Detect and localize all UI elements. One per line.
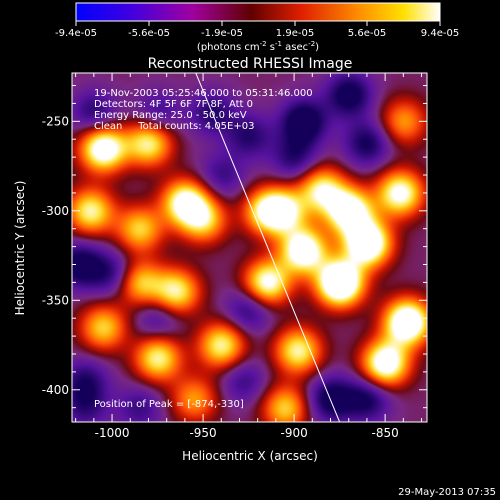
info-time-range: 19-Nov-2003 05:25:46.000 to 05:31:46.000 <box>94 88 313 99</box>
colorbar-tick-label: 1.9e-05 <box>276 28 314 39</box>
y-axis-label: Heliocentric Y (arcsec) <box>13 181 27 316</box>
colorbar-unit: (photons cm-2 s-1 asec-2) <box>197 40 319 53</box>
colorbar-tick-label: -9.4e-05 <box>55 28 97 39</box>
y-tick-label: -300 <box>42 204 69 218</box>
x-tick-label: -850 <box>372 426 399 440</box>
colorbar <box>75 2 441 22</box>
axes: -1000 -950 -900 -850 -400 -350 -300 -250 <box>42 73 427 440</box>
info-detectors: Detectors: 4F 5F 6F 7F 8F, Att 0 <box>94 99 253 110</box>
colorbar-tick-label: 9.4e-05 <box>421 28 459 39</box>
plot-frame <box>71 72 428 423</box>
heatmap-image <box>72 73 427 422</box>
colorbar-ticks <box>75 21 441 26</box>
solar-limb-line <box>195 73 341 422</box>
colorbar-tick-label: -1.9e-05 <box>201 28 243 39</box>
chart-title: Reconstructed RHESSI Image <box>148 56 353 72</box>
y-tick-label: -350 <box>42 293 69 307</box>
x-axis-label: Heliocentric X (arcsec) <box>182 449 318 463</box>
info-peak-position: Position of Peak = [-874,-330] <box>94 399 244 410</box>
x-tick-label: -1000 <box>95 426 130 440</box>
y-tick-label: -250 <box>42 114 69 128</box>
info-counts: Clean Total counts: 4.05E+03 <box>94 121 254 132</box>
x-tick-label: -950 <box>189 426 216 440</box>
info-energy-range: Energy Range: 25.0 - 50.0 keV <box>94 110 247 121</box>
colorbar-tick-label: -5.6e-05 <box>128 28 170 39</box>
timestamp: 29-May-2013 07:35 <box>398 487 496 498</box>
y-tick-label: -400 <box>42 383 69 397</box>
x-tick-label: -900 <box>280 426 307 440</box>
colorbar-tick-label: 5.6e-05 <box>348 28 386 39</box>
